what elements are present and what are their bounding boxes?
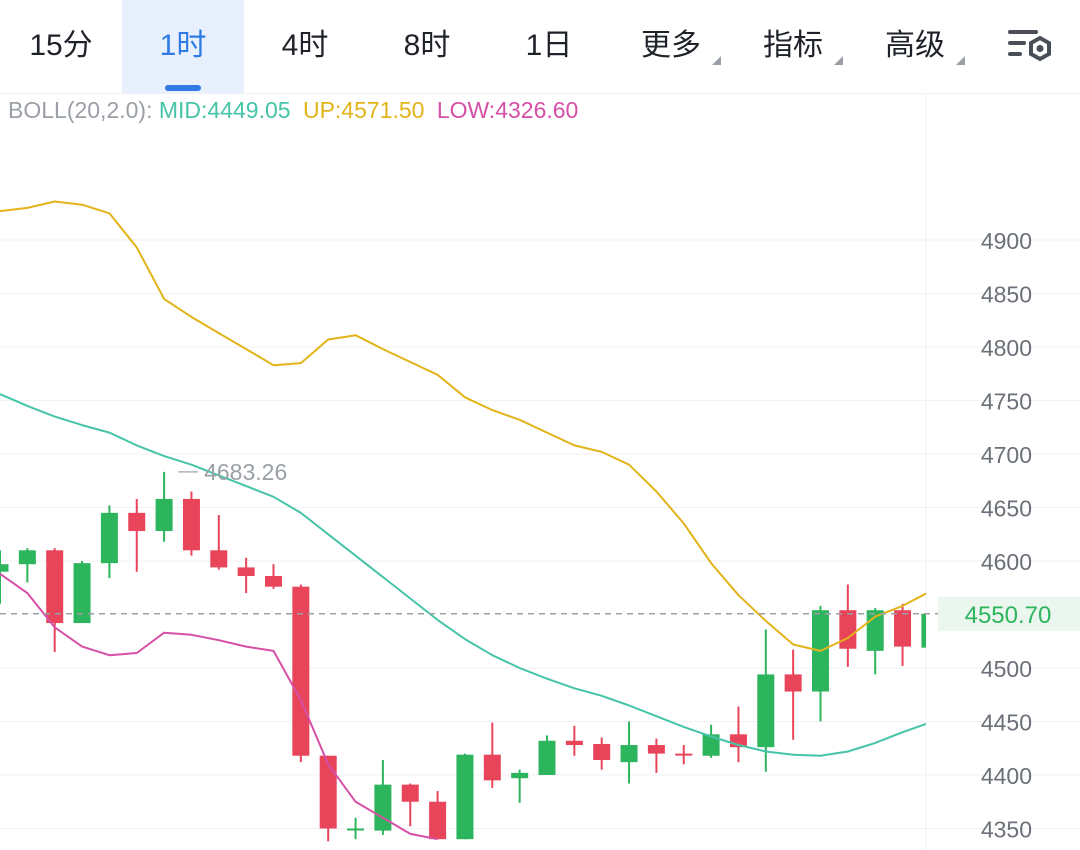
tab-1d-label: 1日 [525, 29, 573, 62]
chart-settings-icon[interactable] [1004, 24, 1054, 68]
boll-mid-value: MID:4449.05 [158, 97, 291, 123]
price-axis: 4900 4850 4800 4750 4700 4650 4600 4500 4450 4400… [981, 228, 1032, 843]
tab-more[interactable]: 更多 [610, 0, 732, 93]
tab-15m-label: 15分 [29, 29, 93, 62]
candle-down [565, 740, 583, 746]
tab-indicators-label: 指标 [763, 29, 823, 62]
y-tick-label: 4350 [981, 817, 1032, 843]
candle-up [347, 828, 365, 831]
y-tick-label: 4800 [981, 335, 1032, 361]
y-tick-label: 4500 [981, 656, 1032, 682]
markers: 4550.70 4683.26 [0, 459, 1080, 631]
tab-advanced[interactable]: 高级 [854, 0, 976, 93]
candle-down [182, 498, 200, 551]
y-tick-label: 4750 [981, 389, 1032, 415]
tab-15m[interactable]: 15分 [0, 0, 122, 93]
candle-down [483, 754, 501, 781]
candle-down [784, 674, 802, 692]
timeframe-tab-bar: 15分 1时 4时 8时 1日 更多 指标 高级 [0, 0, 1080, 94]
current-price-label: 4550.70 [965, 602, 1052, 629]
tab-4h-label: 4时 [281, 29, 329, 62]
candle-down [593, 743, 611, 761]
y-tick-label: 4450 [981, 710, 1032, 736]
candle-up [155, 498, 173, 532]
candle-up [456, 754, 474, 840]
candle-down [401, 784, 419, 802]
boll-indicator-legend: BOLL(20,2.0): MID:4449.05 UP:4571.50 LOW… [8, 96, 578, 124]
boll-upper-line [0, 200, 926, 652]
chart-grid [0, 94, 1080, 850]
y-tick-label: 4700 [981, 442, 1032, 468]
candle-down [839, 610, 857, 649]
active-tab-indicator [165, 85, 201, 91]
boll-low-value: LOW:4326.60 [436, 97, 579, 123]
candle-down [210, 550, 228, 568]
tab-4h[interactable]: 4时 [244, 0, 366, 93]
candle-down [429, 801, 447, 840]
candles [0, 471, 926, 842]
boll-lower-line [0, 572, 438, 841]
candle-up [511, 772, 529, 779]
tab-8h-label: 8时 [403, 29, 451, 62]
candle-up [620, 745, 638, 763]
tab-1h[interactable]: 1时 [122, 0, 244, 93]
tab-8h[interactable]: 8时 [366, 0, 488, 93]
boll-name: BOLL(20,2.0): [8, 97, 153, 123]
tab-indicators[interactable]: 指标 [732, 0, 854, 93]
candle-up [100, 512, 118, 564]
candle-down [319, 755, 337, 829]
candle-down [128, 512, 146, 532]
candle-up [18, 550, 36, 565]
tab-1d[interactable]: 1日 [488, 0, 610, 93]
y-tick-label: 4600 [981, 549, 1032, 575]
y-tick-label: 4900 [981, 228, 1032, 254]
current-price-badge [938, 596, 1080, 631]
boll-mid-line [0, 393, 926, 757]
boll-lines [0, 200, 926, 841]
tab-1h-label: 1时 [159, 29, 207, 62]
candle-down [46, 550, 64, 624]
candle-up [702, 734, 720, 756]
candle-down [237, 567, 255, 576]
candle-up [0, 564, 9, 572]
max-marker-label: 4683.26 [204, 459, 287, 485]
y-tick-label: 4650 [981, 496, 1032, 522]
candle-up [374, 784, 392, 831]
candle-down [894, 610, 912, 647]
candle-down [265, 575, 282, 587]
tab-advanced-label: 高级 [885, 29, 945, 62]
dropdown-triangle-icon [956, 56, 965, 65]
candle-down [647, 745, 665, 754]
candle-down [292, 586, 310, 756]
dropdown-triangle-icon [834, 56, 843, 65]
boll-up-value: UP:4571.50 [302, 97, 425, 123]
dropdown-triangle-icon [712, 56, 721, 65]
candle-up [757, 674, 775, 748]
y-tick-label: 4400 [981, 763, 1032, 789]
candle-up [921, 613, 926, 648]
candle-down [675, 753, 693, 756]
candle-up [73, 563, 91, 624]
tab-more-label: 更多 [641, 29, 701, 62]
candle-up [538, 740, 556, 775]
y-tick-label: 4850 [981, 282, 1032, 308]
